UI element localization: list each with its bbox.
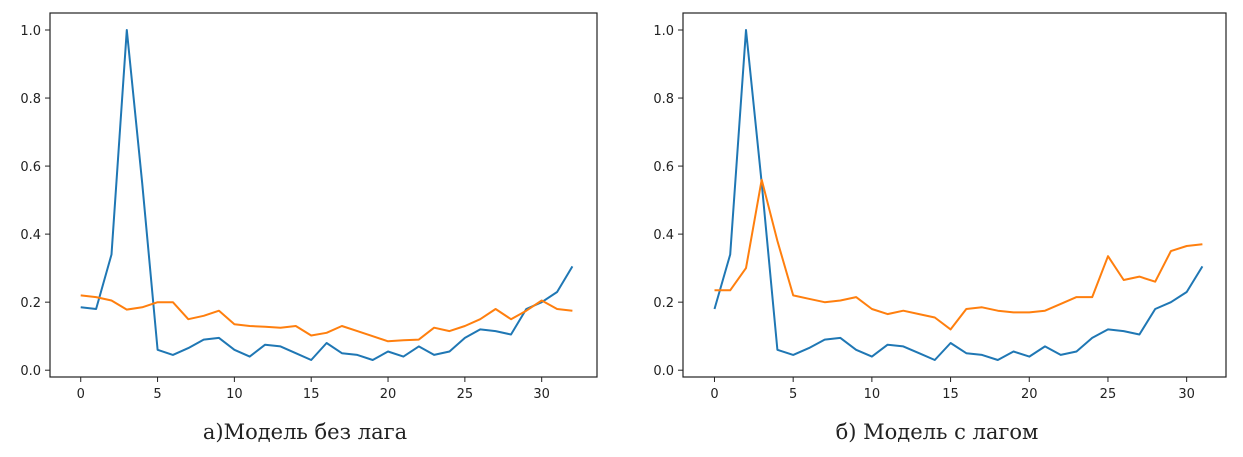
chart-b-x-tick-label: 25 <box>1100 387 1117 402</box>
chart-b-y-tick-label: 0.2 <box>653 296 674 311</box>
chart-b-y-tick-label: 1.0 <box>653 24 674 39</box>
chart-a-y-tick-label: 0.4 <box>20 228 41 243</box>
chart-b-series-orange-line <box>714 178 1203 331</box>
chart-a-x-tick-label: 10 <box>226 387 243 402</box>
chart-a-y-tick-label: 0.6 <box>20 160 41 175</box>
chart-a-y-tick-label: 1.0 <box>20 24 41 39</box>
chart-a-axes-frame <box>49 12 598 378</box>
chart-b-y-tick-label: 0.6 <box>653 160 674 175</box>
chart-a-x-tick-label: 30 <box>533 387 550 402</box>
chart-b-x-tick-label: 15 <box>942 387 959 402</box>
chart-a-x-tick-label: 15 <box>303 387 320 402</box>
chart-b-y-tick-label: 0.4 <box>653 228 674 243</box>
chart-a-svg: 0 5 10 15 20 25 30 0.0 0.2 0.4 0.6 0.8 1.0 <box>20 12 598 402</box>
chart-a-x-tick-label: 5 <box>153 387 161 402</box>
chart-a-series-orange-line <box>80 294 573 343</box>
chart-a-series-blue-line <box>80 29 574 361</box>
chart-b-axes-frame <box>682 12 1227 378</box>
chart-b-x-tick-label: 10 <box>864 387 881 402</box>
chart-b-x-tick-label: 5 <box>789 387 797 402</box>
chart-b-svg: 0 5 10 15 20 25 30 0.0 0.2 0.4 0.6 0.8 1.0 <box>653 12 1227 402</box>
chart-b-x-tick-label: 20 <box>1021 387 1038 402</box>
chart-b-y-tick-label: 0.8 <box>653 92 674 107</box>
chart-a-x-tick-label: 20 <box>380 387 397 402</box>
chart-a-y-tick-label: 0.8 <box>20 92 41 107</box>
chart-b-x-tick-label: 30 <box>1178 387 1195 402</box>
chart-b-caption: б) Модель с лагом <box>835 420 1039 444</box>
chart-a-y-tick-label: 0.2 <box>20 296 41 311</box>
chart-b-series-blue-line <box>713 29 1204 361</box>
chart-a-caption: a)Модель без лага <box>202 420 408 444</box>
chart-a-x-tick-label: 25 <box>457 387 474 402</box>
chart-a-y-tick-label: 0.0 <box>20 364 41 379</box>
chart-panel-b: 0 5 10 15 20 25 30 0.0 0.2 0.4 0.6 0.8 1.0 б) Модель… <box>632 0 1242 457</box>
chart-a-x-tick-label: 0 <box>77 387 85 402</box>
chart-panel-a: 0 5 10 15 20 25 30 0.0 0.2 0.4 0.6 0.8 1.0 a)Модель … <box>0 0 610 457</box>
chart-b-x-tick-label: 0 <box>710 387 718 402</box>
chart-b-y-tick-label: 0.0 <box>653 364 674 379</box>
